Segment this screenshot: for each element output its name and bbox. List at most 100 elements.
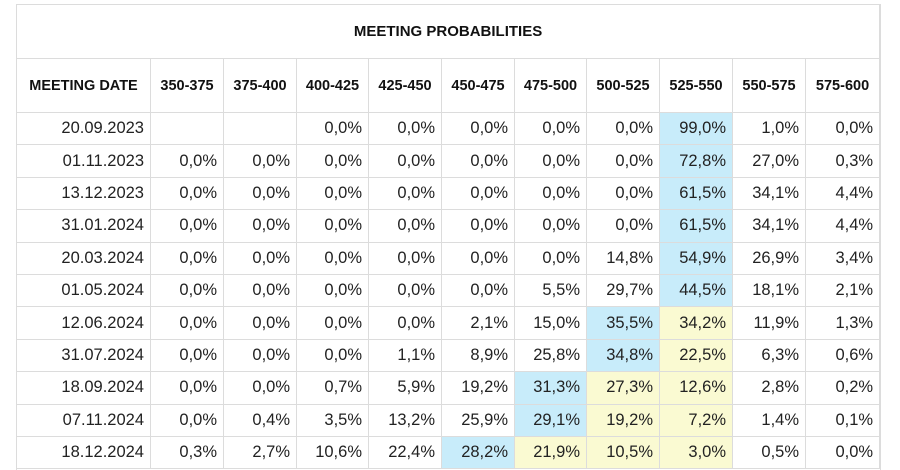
probability-cell (223, 111, 297, 146)
probability-cell: 0,0% (586, 176, 660, 211)
table-row: 31.01.2024 0,0% 0,0% 0,0% 0,0% 0,0% 0,0% 0,0% 61… (16, 209, 881, 243)
table-title: MEETING PROBABILITIES (15, 4, 881, 59)
probability-cell: 34,2% (659, 306, 733, 340)
probability-cell: 6,3% (732, 338, 806, 373)
probability-cell: 0,0% (150, 209, 224, 243)
probability-cell: 0,0% (223, 273, 297, 308)
probability-cell: 7,2% (659, 403, 733, 437)
probability-cell: 0,0% (223, 371, 297, 405)
probability-cell: 0,0% (223, 306, 297, 340)
probability-cell: 22,5% (659, 338, 733, 373)
probability-cell: 0,0% (441, 273, 515, 308)
probability-cell: 35,5% (586, 306, 660, 340)
probability-cell: 10,5% (586, 435, 660, 470)
probability-cell: 4,4% (804, 176, 881, 211)
probability-cell: 19,2% (441, 371, 515, 405)
probability-cell: 0,5% (732, 435, 806, 470)
probability-cell: 0,0% (296, 111, 369, 146)
probability-cell: 61,5% (659, 176, 733, 211)
probability-cell: 4,4% (804, 209, 881, 243)
probability-cell: 0,0% (150, 241, 224, 275)
probability-cell: 0,0% (296, 338, 369, 373)
probability-cell: 3,5% (296, 403, 369, 437)
probability-cell: 2,7% (223, 435, 297, 470)
probability-cell: 0,0% (150, 403, 224, 437)
probability-cell: 0,0% (514, 144, 587, 178)
probability-cell: 8,9% (441, 338, 515, 373)
probability-cell: 0,0% (368, 111, 442, 146)
probability-cell: 34,1% (732, 176, 806, 211)
probability-cell: 0,0% (296, 241, 369, 275)
probability-cell: 0,4% (223, 403, 297, 437)
probability-cell: 99,0% (659, 111, 733, 146)
probability-cell: 0,0% (296, 306, 369, 340)
probability-cell: 1,0% (732, 111, 806, 146)
probability-cell: 0,0% (296, 176, 369, 211)
probability-cell: 0,0% (441, 176, 515, 211)
probability-cell: 31,3% (514, 371, 587, 405)
probability-cell: 12,6% (659, 371, 733, 405)
probability-cell: 0,0% (804, 111, 881, 146)
probability-cell: 5,5% (514, 273, 587, 308)
table-row: 13.12.2023 0,0% 0,0% 0,0% 0,0% 0,0% 0,0% 0,0% 61… (16, 176, 881, 211)
column-header-meeting-date: MEETING DATE (16, 58, 151, 113)
probability-cell: 34,1% (732, 209, 806, 243)
probability-cell: 0,3% (150, 435, 224, 470)
probability-cell: 44,5% (659, 273, 733, 308)
probability-cell: 11,9% (732, 306, 806, 340)
probability-cell: 0,0% (441, 111, 515, 146)
probability-cell: 0,7% (296, 371, 369, 405)
table-row: 01.05.2024 0,0% 0,0% 0,0% 0,0% 0,0% 5,5% 29,7% 4… (16, 273, 881, 308)
table-row: 18.09.2024 0,0% 0,0% 0,7% 5,9% 19,2% 31,3% 27,3… (16, 371, 881, 405)
probability-cell: 29,1% (514, 403, 587, 437)
probability-cell: 18,1% (732, 273, 806, 308)
probability-cell: 34,8% (586, 338, 660, 373)
probability-cell: 2,1% (804, 273, 881, 308)
table-row: 07.11.2024 0,0% 0,4% 3,5% 13,2% 25,9% 29,1% 19,… (16, 403, 881, 437)
column-header-425-450: 425-450 (368, 58, 442, 113)
probability-cell: 5,9% (368, 371, 442, 405)
probability-cell: 15,0% (514, 306, 587, 340)
probability-cell: 25,9% (441, 403, 515, 437)
meeting-date-cell: 31.07.2024 (16, 338, 151, 373)
probability-cell: 27,3% (586, 371, 660, 405)
probability-cell: 0,0% (150, 306, 224, 340)
meeting-date-cell: 31.01.2024 (16, 209, 151, 243)
column-header-550-575: 550-575 (732, 58, 806, 113)
probability-cell: 0,0% (368, 176, 442, 211)
header-row: MEETING DATE 350-375 375-400 400-425 425-450… (16, 58, 881, 113)
probability-cell: 0,0% (368, 144, 442, 178)
probability-cell: 0,0% (150, 144, 224, 178)
probability-cell: 61,5% (659, 209, 733, 243)
probability-cell: 0,0% (223, 209, 297, 243)
table-row: 12.06.2024 0,0% 0,0% 0,0% 0,0% 2,1% 15,0% 35,5%… (16, 306, 881, 340)
probability-cell: 29,7% (586, 273, 660, 308)
table-body: 20.09.2023 0,0% 0,0% 0,0% 0,0% 0,0% 99,0% 1,0% 0… (16, 111, 881, 470)
probability-cell: 0,0% (296, 273, 369, 308)
probability-cell: 1,4% (732, 403, 806, 437)
probability-cell: 19,2% (586, 403, 660, 437)
probability-cell: 0,0% (514, 111, 587, 146)
column-header-350-375: 350-375 (150, 58, 224, 113)
probability-cell: 28,2% (441, 435, 515, 470)
probability-cell: 0,0% (150, 176, 224, 211)
probability-cell: 22,4% (368, 435, 442, 470)
meeting-date-cell: 18.12.2024 (16, 435, 151, 470)
probability-cell: 0,0% (514, 176, 587, 211)
probability-cell: 3,4% (804, 241, 881, 275)
probability-cell: 3,0% (659, 435, 733, 470)
probability-cell: 0,0% (296, 144, 369, 178)
meeting-probabilities-table: MEETING PROBABILITIES MEETING DATE 350-37… (15, 4, 881, 470)
probability-cell (150, 111, 224, 146)
table-row: 01.11.2023 0,0% 0,0% 0,0% 0,0% 0,0% 0,0% 0,0% 72… (16, 144, 881, 178)
column-header-500-525: 500-525 (586, 58, 660, 113)
table-row: 20.03.2024 0,0% 0,0% 0,0% 0,0% 0,0% 0,0% 14,8% 5… (16, 241, 881, 275)
probability-cell: 25,8% (514, 338, 587, 373)
meeting-date-cell: 20.09.2023 (16, 111, 151, 146)
probability-cell: 0,0% (223, 338, 297, 373)
table-row: 31.07.2024 0,0% 0,0% 0,0% 1,1% 8,9% 25,8% 34,8%… (16, 338, 881, 373)
meeting-date-cell: 13.12.2023 (16, 176, 151, 211)
probability-cell: 1,1% (368, 338, 442, 373)
table-row: 18.12.2024 0,3% 2,7% 10,6% 22,4% 28,2% 21,9% 10… (16, 435, 881, 470)
column-header-400-425: 400-425 (296, 58, 369, 113)
